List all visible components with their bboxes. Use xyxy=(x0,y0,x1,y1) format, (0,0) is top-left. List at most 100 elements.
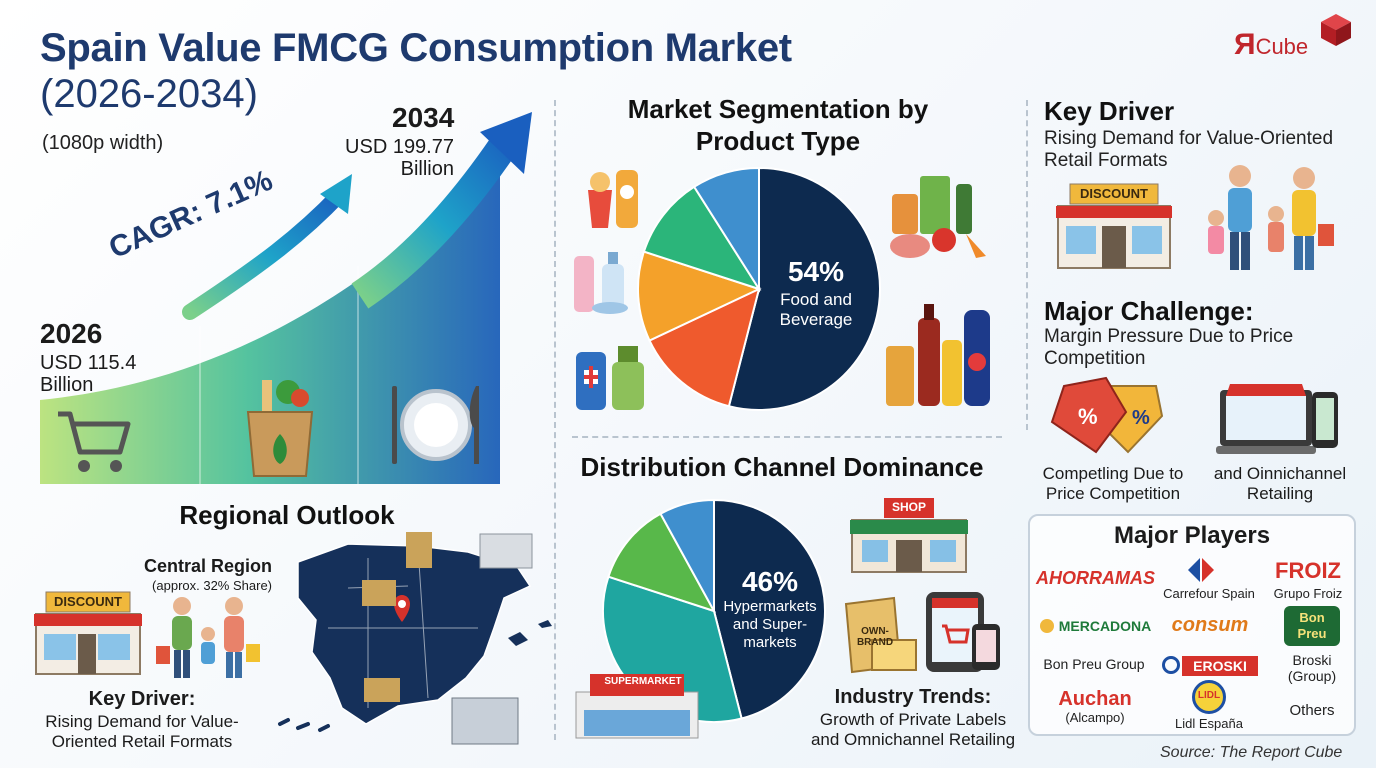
key-driver-discount-sign: DISCOUNT xyxy=(1080,186,1148,201)
cosmetics-icon xyxy=(574,252,628,314)
brand-logo: ЯCube xyxy=(1234,28,1308,62)
lidl-label: Lidl España xyxy=(1175,716,1243,731)
shop-icon xyxy=(850,498,968,573)
central-region-share: (approx. 32% Share) xyxy=(152,578,272,593)
beverages-icon xyxy=(886,304,990,406)
bonpreu-logo-line1: Bon xyxy=(1299,610,1325,625)
key-driver-line1: Rising Demand for Value-Oriented xyxy=(1044,128,1334,149)
regional-title: Regional Outlook xyxy=(179,500,395,530)
challenge-line2: Competition xyxy=(1044,348,1146,369)
challenge-caption-left-1: Competling Due to xyxy=(1042,464,1184,483)
regional-discount-sign: DISCOUNT xyxy=(54,594,122,609)
challenge-title: Major Challenge: xyxy=(1044,296,1254,326)
froiz-logo: FROIZ xyxy=(1275,558,1341,583)
auchan-logo: Auchan xyxy=(1058,688,1132,710)
spain-map xyxy=(278,532,552,745)
end-unit-label: Billion xyxy=(400,158,454,180)
distribution-slice-4 xyxy=(659,498,715,612)
own-brand-bag-icon xyxy=(844,596,917,674)
segmentation-highlight-line1: Food and xyxy=(780,290,852,309)
end-value-label: USD 199.77 xyxy=(345,136,454,158)
shopping-family-icon xyxy=(156,597,260,678)
segmentation-slice-3 xyxy=(637,250,762,342)
others-label: Others xyxy=(1289,702,1335,719)
cleaning-products-icon xyxy=(576,346,644,410)
challenge-caption-left-2: Price Competition xyxy=(1045,484,1181,503)
segmentation-highlight-line2: Beverage xyxy=(779,310,853,329)
brand-logo-r: Я xyxy=(1234,28,1256,61)
segmentation-slice-1 xyxy=(727,166,881,411)
regional-driver-line1: Rising Demand for Value- xyxy=(45,712,239,731)
shopping-family-icon-2 xyxy=(1208,165,1334,270)
industry-trends-line1: Growth of Private Labels xyxy=(819,710,1007,729)
challenge-caption-right-2: Retailing xyxy=(1246,484,1314,503)
alcampo-label: (Alcampo) xyxy=(1065,710,1125,725)
start-year-label: 2026 xyxy=(40,318,103,349)
groceries-icon xyxy=(890,176,986,258)
broski-label-line2: (Group) xyxy=(1287,668,1337,684)
segmentation-slice-4 xyxy=(642,185,762,291)
segmentation-title-line1: Market Segmentation by xyxy=(627,94,929,124)
online-shopping-icon xyxy=(926,592,1000,672)
regional-driver-line2: Oriented Retail Formats xyxy=(51,732,233,751)
distribution-slice-1 xyxy=(713,498,826,720)
page-subtitle-years: (2026-2034) xyxy=(40,72,258,116)
divider-left xyxy=(554,100,556,740)
consum-logo: consum xyxy=(1171,614,1249,636)
distribution-highlight-line1: Hypermarkets xyxy=(723,598,817,615)
segmentation-highlight-pct: 54% xyxy=(787,256,845,287)
snack-icon xyxy=(588,170,638,228)
eroski-logo: EROSKI xyxy=(1193,658,1247,674)
end-year-label: 2034 xyxy=(392,102,455,133)
supermarket-icon xyxy=(575,674,699,739)
omnichannel-devices-icon xyxy=(1216,384,1338,454)
start-unit-label: Billion xyxy=(40,374,94,396)
page-title: Spain Value FMCG Consumption Market xyxy=(40,26,792,70)
svg-text:%: % xyxy=(1132,407,1150,429)
segmentation-slice-5 xyxy=(692,166,760,293)
segmentation-slice-2 xyxy=(648,287,761,408)
eroski-logo-badge xyxy=(1182,656,1258,676)
key-driver-title: Key Driver xyxy=(1044,96,1175,126)
shop-sign: SHOP xyxy=(891,500,926,514)
mercadona-logo: MERCADONA xyxy=(1058,618,1152,634)
divider-center xyxy=(572,436,1002,438)
distribution-highlight-pct: 46% xyxy=(741,566,799,597)
growth-chart-graphic xyxy=(40,112,532,484)
own-brand-label: OWN-BRAND xyxy=(856,626,894,648)
bonpreu-label: Bon Preu Group xyxy=(1043,656,1145,672)
froiz-label: Grupo Froiz xyxy=(1273,586,1343,601)
regional-driver-title: Key Driver: xyxy=(88,688,196,710)
distribution-highlight-line2: and Super- xyxy=(732,616,808,633)
svg-text:%: % xyxy=(1078,404,1098,429)
page-note: (1080p width) xyxy=(42,132,164,154)
challenge-caption-right-1: and Oinnichannel xyxy=(1213,464,1347,483)
lidl-logo-badge xyxy=(1192,680,1226,714)
plate-cutlery-icon xyxy=(392,386,479,464)
bonpreu-logo-badge xyxy=(1284,606,1340,646)
segmentation-title-line2: Product Type xyxy=(695,126,861,156)
major-players-title: Major Players xyxy=(1113,522,1271,549)
ahorramas-logo: AHORRAMAS xyxy=(1036,568,1155,588)
price-tags-icon: % % xyxy=(1050,376,1164,454)
mercadona-mark-icon xyxy=(1040,619,1054,633)
divider-right xyxy=(1026,100,1028,430)
shopping-cart-icon xyxy=(58,411,131,472)
distribution-highlight-line3: markets xyxy=(743,634,797,651)
distribution-slice-3 xyxy=(607,512,717,613)
segmentation-pie-chart xyxy=(637,166,881,411)
brand-logo-word: Cube xyxy=(1255,34,1309,59)
brand-cube-icon xyxy=(1321,14,1351,46)
source-note: Source: The Report Cube xyxy=(1160,744,1343,761)
industry-trends-line2: and Omnichannel Retailing xyxy=(810,730,1016,749)
industry-trends-title: Industry Trends: xyxy=(834,686,992,708)
carrefour-label: Carrefour Spain xyxy=(1163,586,1255,601)
carrefour-logo-icon xyxy=(1188,558,1214,582)
broski-label-line1: Broski xyxy=(1292,652,1332,668)
key-driver-line2: Retail Formats xyxy=(1044,150,1168,171)
central-region-label: Central Region xyxy=(143,556,272,576)
supermarket-sign: SUPERMARKET xyxy=(604,676,682,687)
eroski-mark-icon xyxy=(1162,656,1180,674)
discount-store-icon-2 xyxy=(1056,183,1172,269)
discount-store-icon xyxy=(34,591,142,675)
